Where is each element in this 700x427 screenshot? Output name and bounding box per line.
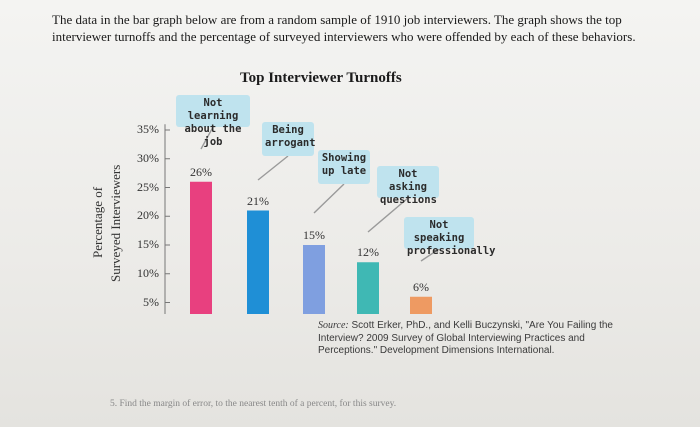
category-label-line: Being <box>272 124 304 136</box>
callout-pointer <box>200 126 214 150</box>
bar-value-label: 26% <box>190 164 212 179</box>
category-label-4: Not asking questions <box>377 166 439 206</box>
category-label-line: arrogant <box>265 137 316 149</box>
category-label-3: Showing up late <box>318 150 370 184</box>
source-text: Scott Erker, PhD., and Kelli Buczynski, … <box>318 320 613 356</box>
category-label-line: Not learning <box>187 97 239 122</box>
category-label-line: professionally <box>407 245 496 257</box>
y-tick-label: 30% <box>137 150 159 165</box>
category-label-line: Not asking <box>389 168 427 193</box>
y-tick-label: 10% <box>137 265 159 280</box>
y-tick-label: 35% <box>137 122 159 136</box>
source-citation: Source: Scott Erker, PhD., and Kelli Buc… <box>318 320 618 358</box>
category-label-line: Not speaking <box>413 219 465 244</box>
chart-title: Top Interviewer Turnoffs <box>240 70 402 86</box>
bar-4 <box>357 262 379 314</box>
category-label-5: Not speaking professionally <box>404 217 496 257</box>
callout-pointer <box>257 155 289 181</box>
category-label-line: up late <box>321 165 367 177</box>
source-key: Source: <box>318 320 349 331</box>
bar-value-label: 12% <box>357 245 379 260</box>
callout-pointer <box>420 248 440 262</box>
category-label-line: about the job <box>184 123 242 148</box>
category-label-line: questions <box>380 194 437 206</box>
bar-5 <box>410 296 432 314</box>
bar-value-label: 6% <box>413 279 429 294</box>
bar-value-label: 15% <box>303 228 325 242</box>
bar-3 <box>303 245 325 314</box>
y-tick-label: 20% <box>137 208 159 223</box>
category-label-1: Not learning about the job <box>176 95 250 148</box>
bar-value-label: 21% <box>247 193 269 208</box>
callout-pointer <box>367 197 409 233</box>
callout-pointer <box>313 183 345 214</box>
y-tick-label: 25% <box>137 179 159 194</box>
y-tick-label: 5% <box>143 294 159 309</box>
y-tick-label: 15% <box>137 237 159 251</box>
category-label-2: Being arrogant <box>262 122 316 156</box>
category-label-line: Showing <box>321 152 367 164</box>
intro-paragraph: The data in the bar graph below are from… <box>52 12 636 44</box>
question-text: 5. Find the margin of error, to the near… <box>110 399 397 409</box>
bar-1 <box>190 181 212 314</box>
bar-2 <box>247 210 269 314</box>
